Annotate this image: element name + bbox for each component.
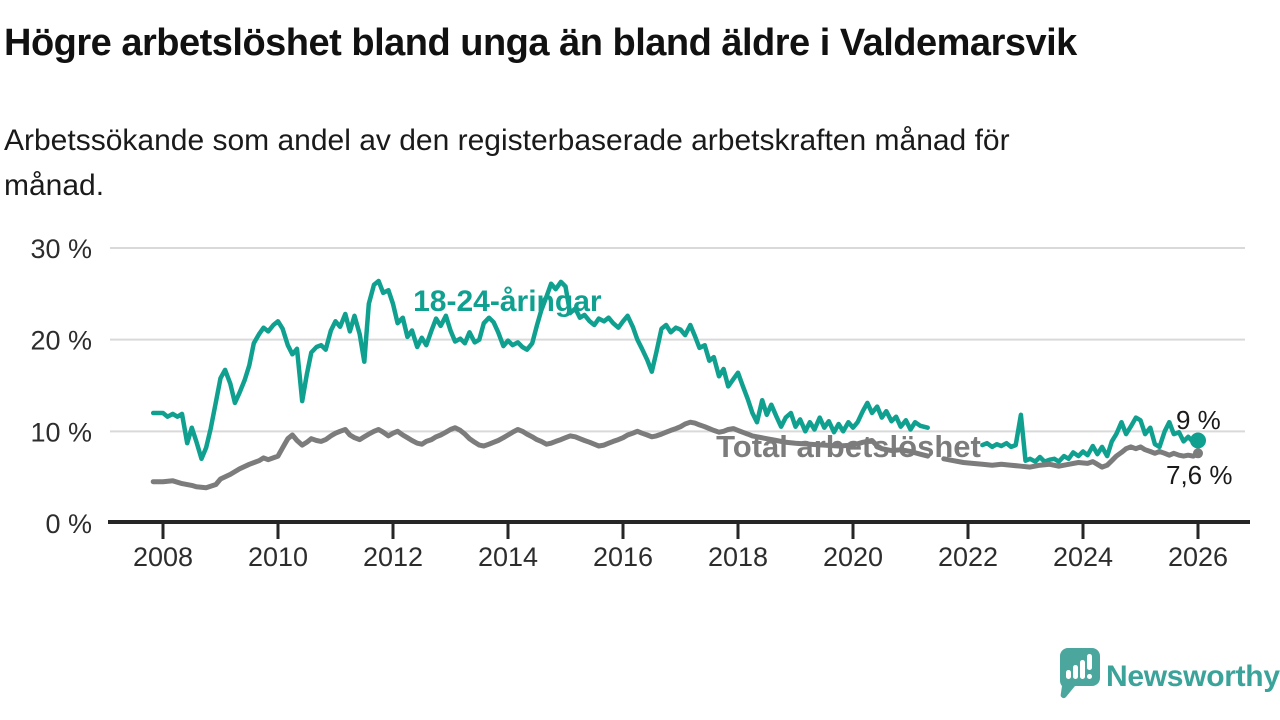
series-end-dot (1190, 432, 1206, 449)
y-axis-tick-label: 30 % (30, 234, 92, 264)
brand-wordmark: Newsworthy (1106, 660, 1280, 693)
series-line (941, 444, 1201, 470)
speech-bubble-shape (1059, 648, 1100, 699)
chart-subtitle: Arbetssökande som andel av den registerb… (4, 118, 1204, 208)
y-axis-tick-label: 0 % (45, 509, 92, 539)
x-axis-tick-label: 2008 (133, 542, 193, 572)
bar-tall (1080, 660, 1085, 679)
exclamation-bar (1087, 654, 1092, 670)
y-axis-tick-label: 20 % (30, 326, 92, 356)
series-line (150, 278, 930, 462)
bar-short (1066, 670, 1071, 679)
y-axis-tick-label: 10 % (30, 417, 92, 447)
chart-subtitle-line1: Arbetssökande som andel av den registerb… (4, 124, 1010, 157)
x-axis-tick-label: 2016 (593, 542, 653, 572)
bar-medium (1073, 665, 1078, 679)
x-axis-tick-label: 2020 (823, 542, 883, 572)
exclamation-dot (1087, 674, 1092, 679)
x-axis-tick-label: 2012 (363, 542, 423, 572)
x-axis-tick-label: 2024 (1053, 542, 1113, 572)
x-axis-tick-label: 2014 (478, 542, 538, 572)
chart-subtitle-line2: månad. (4, 169, 105, 202)
series-label-total: Total arbetslöshet (716, 429, 981, 465)
series-label-youth: 18-24-åringar (413, 284, 602, 318)
page-title: Högre arbetslöshet bland unga än bland ä… (4, 22, 1077, 64)
x-axis-tick-label: 2010 (248, 542, 308, 572)
x-axis-tick-label: 2018 (708, 542, 768, 572)
series-end-dot (1193, 448, 1203, 459)
end-value-label-youth: 9 % (1176, 405, 1221, 436)
end-value-label-total: 7,6 % (1166, 460, 1233, 491)
newsworthy-logo-icon (1059, 648, 1100, 699)
series-line (150, 419, 931, 491)
x-axis-tick-label: 2022 (938, 542, 998, 572)
newsworthy-brand: Newsworthy (1054, 646, 1280, 706)
x-axis-tick-label: 2026 (1168, 542, 1228, 572)
series-line (980, 412, 1201, 464)
